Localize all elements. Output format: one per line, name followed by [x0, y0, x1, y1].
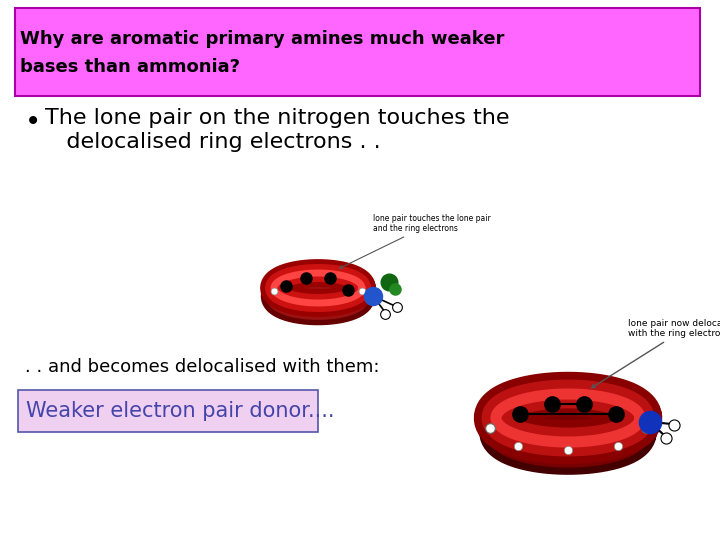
Text: The lone pair on the nitrogen touches the: The lone pair on the nitrogen touches th… [45, 108, 510, 128]
Text: . . and becomes delocalised with them:: . . and becomes delocalised with them: [25, 358, 379, 376]
Text: •: • [25, 108, 41, 136]
Ellipse shape [485, 415, 515, 437]
Text: Weaker electron pair donor....: Weaker electron pair donor.... [26, 401, 335, 421]
Text: lone pair now delocalised
with the ring electrons: lone pair now delocalised with the ring … [592, 319, 720, 388]
Text: delocalised ring electrons . .: delocalised ring electrons . . [45, 132, 381, 152]
Text: bases than ammonia?: bases than ammonia? [20, 58, 240, 76]
Ellipse shape [622, 416, 650, 436]
FancyBboxPatch shape [15, 8, 700, 96]
FancyBboxPatch shape [18, 390, 318, 432]
Text: lone pair touches the lone pair
and the ring electrons: lone pair touches the lone pair and the … [340, 214, 491, 268]
Text: Why are aromatic primary amines much weaker: Why are aromatic primary amines much wea… [20, 30, 505, 48]
